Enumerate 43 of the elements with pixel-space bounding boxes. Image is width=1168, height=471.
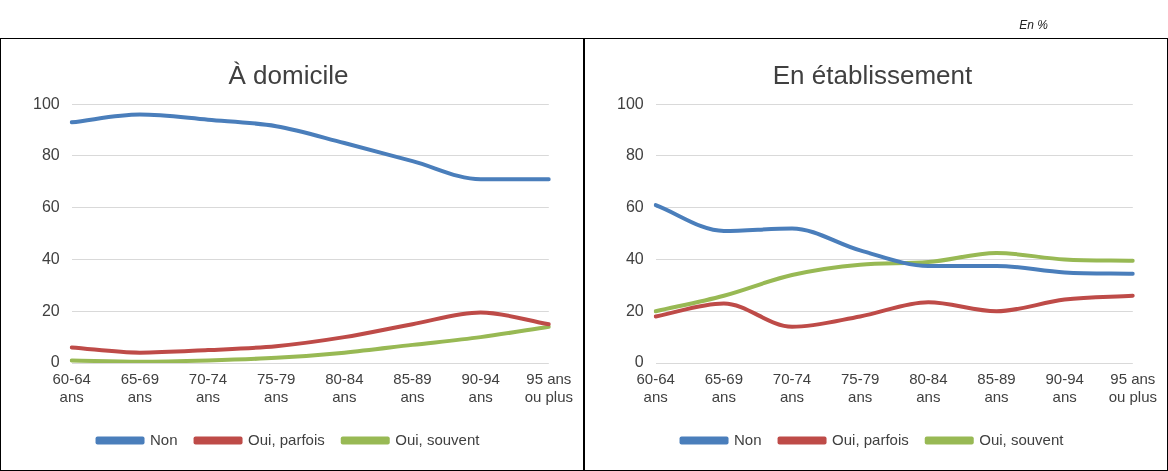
chart-title: En établissement (772, 59, 973, 90)
x-tick-label: 75-79 ans (256, 370, 296, 406)
line-series (69, 324, 551, 363)
x-tick-label: 60-64 ans (52, 370, 91, 406)
x-tick-label: 70-74 ans (188, 370, 228, 406)
x-tick-label: 90-94 ans (1045, 370, 1084, 406)
x-tick-label: 80-84 ans (325, 370, 364, 406)
legend-label: Oui, parfois (248, 430, 325, 448)
y-tick-label: 0 (50, 353, 60, 371)
y-tick-label: 20 (625, 301, 644, 319)
line-series (653, 293, 1135, 329)
y-tick-label: 80 (625, 146, 644, 164)
x-tick-label: 65-69 ans (704, 370, 744, 406)
chart-title: À domicile (228, 59, 349, 90)
y-tick-label: 40 (41, 249, 60, 267)
legend-label: Non (734, 430, 762, 448)
text: En % (1019, 18, 1048, 32)
y-tick-label: 60 (625, 198, 644, 216)
x-tick-label: 85-89 ans (393, 370, 432, 406)
legend-label: Oui, souvent (395, 430, 481, 448)
x-tick-label: 70-74 ans (772, 370, 812, 406)
line-series (69, 112, 551, 182)
line-series (653, 203, 1135, 276)
x-tick-label: 95 ans ou plus (524, 370, 573, 406)
y-tick-label: 40 (625, 249, 644, 267)
y-tick-label: 20 (41, 301, 60, 319)
line-series (69, 310, 551, 355)
x-tick-label: 75-79 ans (840, 370, 880, 406)
x-tick-label: 65-69 ans (120, 370, 160, 406)
y-tick-label: 80 (41, 146, 60, 164)
y-tick-label: 100 (616, 94, 644, 112)
y-tick-label: 0 (634, 353, 644, 371)
legend-label: Oui, parfois (832, 430, 909, 448)
y-tick-label: 100 (32, 94, 60, 112)
x-tick-label: 80-84 ans (909, 370, 948, 406)
x-tick-label: 60-64 ans (636, 370, 675, 406)
x-tick-label: 85-89 ans (977, 370, 1016, 406)
legend-label: Oui, souvent (979, 430, 1065, 448)
y-tick-label: 60 (41, 198, 60, 216)
x-tick-label: 90-94 ans (461, 370, 500, 406)
x-tick-label: 95 ans ou plus (1108, 370, 1157, 406)
line-series (653, 251, 1135, 314)
legend-label: Non (150, 430, 178, 448)
